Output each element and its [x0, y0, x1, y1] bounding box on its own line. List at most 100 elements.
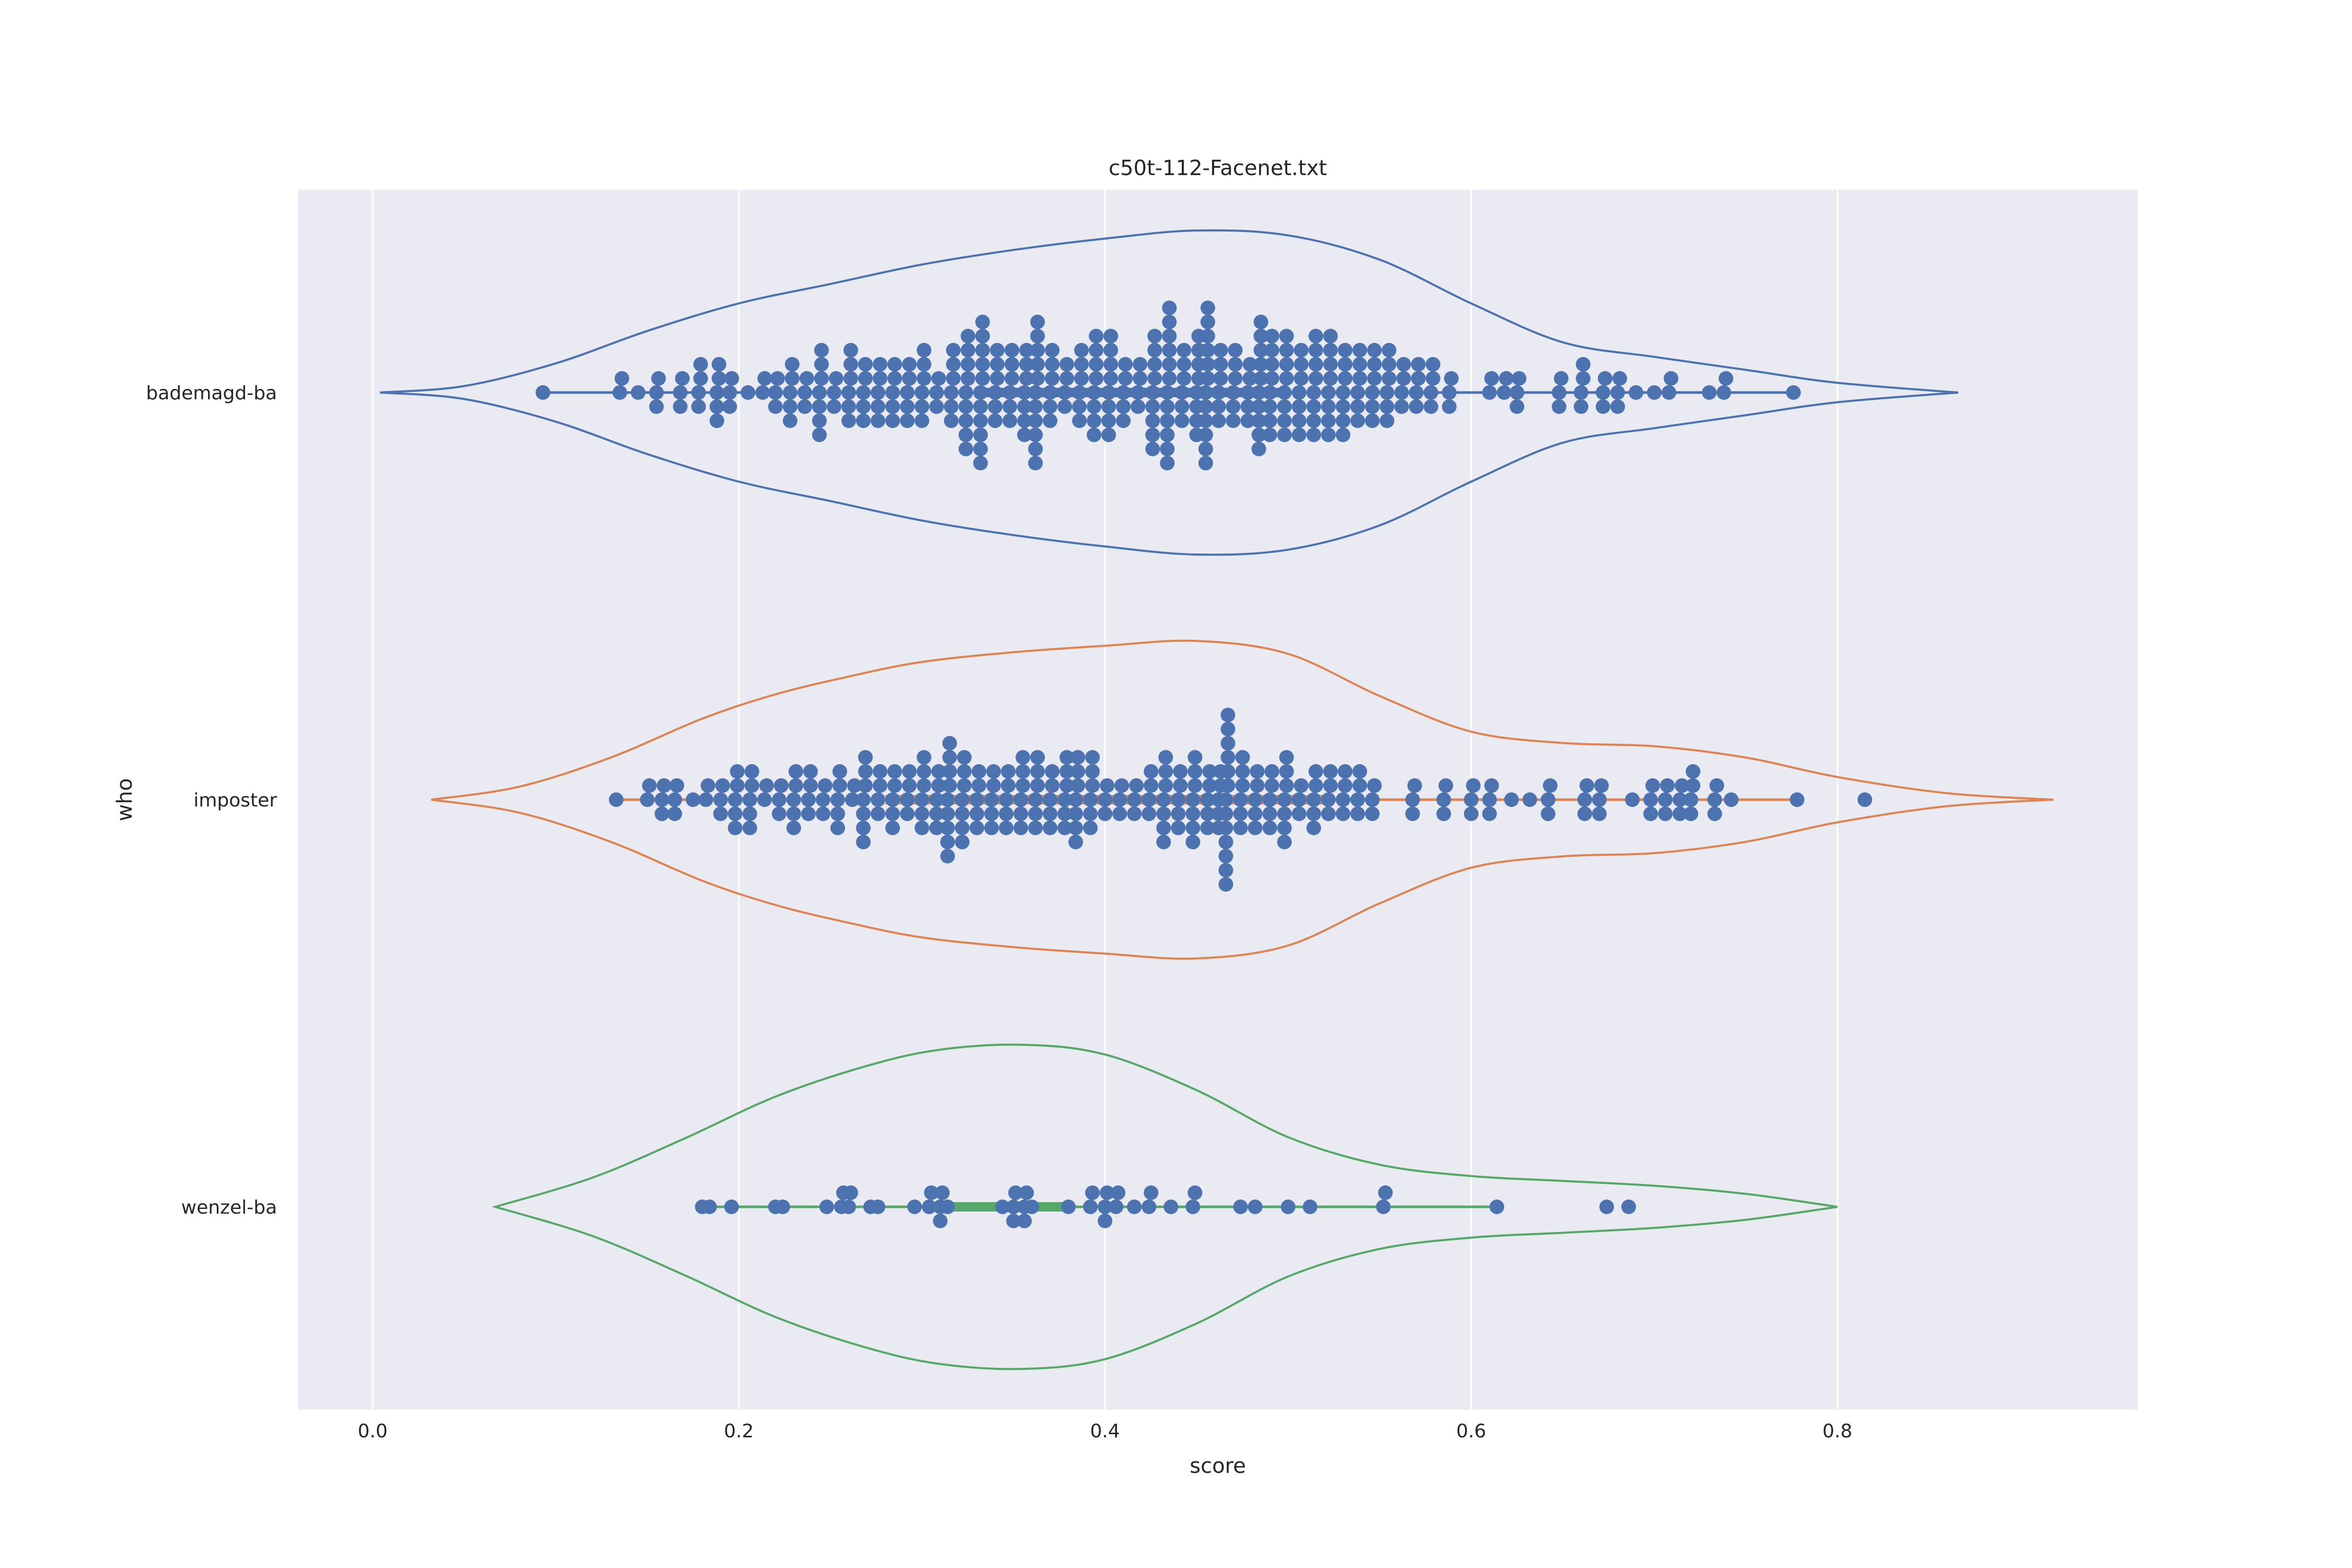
- swarm-point: [1253, 357, 1269, 372]
- swarm-point: [819, 1200, 834, 1214]
- swarm-point: [1575, 371, 1590, 386]
- swarm-point: [1684, 806, 1699, 821]
- swarm-point: [1306, 792, 1321, 807]
- swarm-point: [1335, 413, 1351, 428]
- swarm-point: [1171, 792, 1186, 807]
- swarm-point: [741, 385, 756, 400]
- swarm-point: [900, 792, 915, 807]
- swarm-point: [1017, 1214, 1032, 1228]
- swarm-point: [1013, 792, 1029, 807]
- swarm-point: [1016, 750, 1031, 765]
- swarm-point: [1030, 371, 1045, 386]
- swarm-point: [1381, 371, 1397, 386]
- swarm-point: [885, 792, 900, 807]
- swarm-point: [1089, 329, 1104, 343]
- swarm-point: [1482, 806, 1497, 821]
- swarm-point: [640, 792, 655, 807]
- swarm-point: [1043, 385, 1058, 400]
- swarm-point: [973, 385, 988, 400]
- swarm-point: [858, 764, 873, 779]
- swarm-point: [1145, 428, 1160, 442]
- swarm-point: [728, 821, 743, 835]
- swarm-point: [1101, 428, 1116, 442]
- swarm-point: [1118, 371, 1133, 386]
- swarm-point: [902, 371, 917, 386]
- swarm-point: [812, 413, 827, 428]
- swarm-point: [614, 371, 629, 386]
- swarm-point: [1045, 778, 1060, 793]
- swarm-point: [1629, 385, 1644, 400]
- swarm-point: [1220, 708, 1236, 722]
- swarm-point: [1100, 778, 1115, 793]
- swarm-point: [872, 764, 887, 779]
- swarm-point: [1171, 821, 1186, 835]
- swarm-point: [1043, 399, 1058, 414]
- swarm-point: [1264, 343, 1279, 358]
- swarm-point: [1645, 778, 1661, 793]
- swarm-point: [1262, 385, 1277, 400]
- swarm-point: [1504, 792, 1519, 807]
- swarm-point: [975, 371, 990, 386]
- swarm-point: [1028, 413, 1043, 428]
- swarm-point: [900, 399, 915, 414]
- swarm-point: [711, 371, 727, 386]
- swarm-point: [1277, 806, 1292, 821]
- swarm-point: [1610, 399, 1625, 414]
- swarm-point: [946, 343, 961, 358]
- swarm-point: [814, 357, 829, 372]
- swarm-point: [870, 399, 885, 414]
- swarm-point: [1083, 792, 1098, 807]
- swarm-point: [1030, 750, 1045, 765]
- swarm-point: [1185, 835, 1201, 849]
- swarm-point: [1160, 442, 1175, 456]
- swarm-point: [914, 385, 929, 400]
- swarm-point: [1103, 357, 1119, 372]
- swarm-point: [1177, 343, 1192, 358]
- swarm-point: [1057, 399, 1073, 414]
- swarm-point: [907, 1200, 922, 1214]
- swarm-point: [999, 806, 1014, 821]
- swarm-point: [1228, 371, 1243, 386]
- swarm-point: [988, 399, 1003, 414]
- swarm-point: [1200, 301, 1215, 315]
- swarm-point: [656, 778, 672, 793]
- swarm-point: [785, 357, 800, 372]
- swarm-point: [1707, 792, 1722, 807]
- swarm-point: [1335, 399, 1351, 414]
- swarm-point: [675, 371, 690, 386]
- swarm-point: [1218, 877, 1233, 892]
- swarm-point: [1240, 385, 1255, 400]
- swarm-point: [1129, 778, 1144, 793]
- swarm-point: [832, 778, 847, 793]
- swarm-point: [1006, 1214, 1021, 1228]
- swarm-point: [969, 806, 984, 821]
- swarm-point: [1253, 315, 1269, 329]
- swarm-point: [768, 399, 783, 414]
- swarm-point: [1376, 1200, 1391, 1214]
- swarm-point: [856, 413, 871, 428]
- swarm-point: [1162, 357, 1177, 372]
- swarm-point: [1411, 357, 1426, 372]
- swarm-point: [1142, 806, 1157, 821]
- swarm-point: [1436, 792, 1451, 807]
- swarm-point: [872, 371, 887, 386]
- swarm-point: [1045, 371, 1060, 386]
- swarm-point: [1248, 1200, 1263, 1214]
- swarm-point: [1013, 806, 1029, 821]
- swarm-point: [1709, 778, 1724, 793]
- swarm-point: [1253, 329, 1269, 343]
- swarm-point: [1059, 778, 1075, 793]
- swarm-point: [943, 385, 959, 400]
- swarm-point: [1068, 821, 1083, 835]
- swarm-point: [1394, 385, 1409, 400]
- swarm-point: [916, 778, 931, 793]
- swarm-point: [1005, 371, 1020, 386]
- swarm-point: [1338, 371, 1353, 386]
- swarm-point: [1200, 329, 1215, 343]
- swarm-point: [1187, 764, 1203, 779]
- swarm-point: [914, 792, 929, 807]
- swarm-point: [1281, 1200, 1296, 1214]
- swarm-point: [870, 1200, 885, 1214]
- swarm-point: [1542, 778, 1558, 793]
- swarm-point: [1226, 399, 1241, 414]
